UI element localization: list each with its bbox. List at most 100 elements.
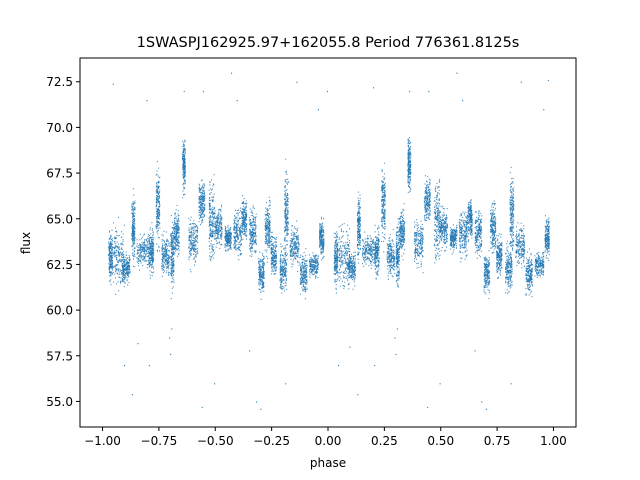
data-point <box>137 260 139 262</box>
data-point <box>155 174 157 176</box>
data-point <box>163 240 165 242</box>
data-point <box>163 261 165 264</box>
data-point <box>251 233 253 235</box>
data-point <box>143 246 144 249</box>
data-point <box>158 211 160 213</box>
data-point <box>287 178 289 180</box>
data-point <box>243 230 245 232</box>
data-point <box>121 280 123 283</box>
data-point <box>177 240 179 242</box>
data-point <box>184 164 186 166</box>
data-point <box>216 219 218 221</box>
data-point <box>305 273 307 275</box>
data-point <box>149 239 151 242</box>
data-point <box>269 216 271 218</box>
data-point <box>168 260 170 263</box>
data-point <box>183 153 185 155</box>
data-point <box>169 250 170 252</box>
data-point <box>193 225 195 228</box>
data-point <box>175 235 177 237</box>
data-point <box>252 243 254 246</box>
data-point <box>167 261 169 263</box>
data-point <box>164 256 165 258</box>
data-point <box>132 215 134 217</box>
data-point <box>225 231 227 233</box>
data-point <box>296 243 298 245</box>
data-point <box>302 267 304 269</box>
data-point <box>133 225 135 227</box>
data-point <box>212 257 214 259</box>
data-point <box>285 251 287 253</box>
data-point <box>202 221 204 223</box>
data-point <box>228 230 230 232</box>
data-point <box>272 250 274 253</box>
data-point <box>170 272 172 275</box>
data-point <box>296 239 298 241</box>
data-point <box>203 200 204 202</box>
data-point <box>269 219 271 221</box>
data-point <box>274 248 276 250</box>
data-point <box>121 259 123 261</box>
data-point <box>172 261 174 263</box>
data-point <box>182 167 184 169</box>
data-point <box>217 232 219 234</box>
data-point <box>109 266 111 268</box>
data-point <box>208 245 210 247</box>
data-point <box>184 152 186 154</box>
data-point <box>275 252 277 254</box>
data-point <box>151 253 153 255</box>
data-point <box>171 236 173 238</box>
data-cluster <box>198 179 206 226</box>
data-point <box>210 205 211 207</box>
data-point <box>196 236 198 238</box>
data-point <box>249 243 251 245</box>
data-point <box>271 231 273 233</box>
data-point <box>254 240 256 242</box>
data-point <box>173 232 175 234</box>
data-point <box>236 249 238 251</box>
data-point <box>269 201 271 203</box>
data-point <box>240 235 242 237</box>
data-point <box>164 243 166 245</box>
data-point <box>216 229 217 231</box>
data-point <box>168 264 170 266</box>
data-point <box>177 215 179 217</box>
data-point <box>212 206 214 208</box>
data-point <box>295 253 297 255</box>
data-point <box>118 270 119 272</box>
data-point <box>182 168 184 170</box>
data-point <box>134 223 136 225</box>
data-point <box>112 254 114 256</box>
data-point <box>147 267 149 269</box>
data-point <box>131 205 133 207</box>
chart-title: 1SWASPJ162925.97+162055.8 Period 776361.… <box>137 35 520 51</box>
data-point <box>120 260 122 262</box>
data-point <box>219 209 221 211</box>
data-point <box>155 208 157 210</box>
data-point <box>296 231 298 234</box>
data-point <box>267 218 268 220</box>
data-point <box>298 256 300 259</box>
data-point <box>109 258 111 261</box>
data-point <box>190 228 192 230</box>
data-point <box>210 240 212 242</box>
data-point <box>116 254 118 256</box>
data-point <box>225 228 226 230</box>
data-point <box>265 233 267 235</box>
data-point <box>203 198 205 200</box>
data-point <box>174 247 176 249</box>
data-point <box>269 233 271 235</box>
data-point <box>116 259 118 261</box>
data-point <box>156 190 158 192</box>
data-point <box>194 261 196 263</box>
data-point <box>286 254 288 257</box>
data-point <box>272 260 274 262</box>
data-point <box>151 247 153 249</box>
data-point <box>117 247 119 249</box>
data-point <box>230 239 232 242</box>
data-point <box>242 208 244 210</box>
data-point <box>163 272 165 274</box>
data-point <box>228 233 230 235</box>
data-point <box>173 226 175 228</box>
data-point <box>274 265 276 267</box>
